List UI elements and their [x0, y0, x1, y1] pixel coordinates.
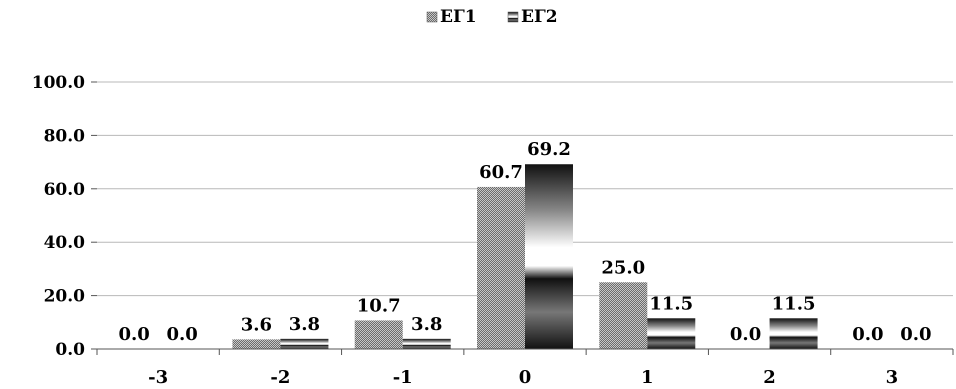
y-tick-label: 80.0 — [44, 126, 86, 146]
bars — [232, 164, 818, 349]
y-tick-label: 60.0 — [44, 180, 86, 200]
data-label-series-2: 11.5 — [649, 293, 693, 314]
data-label-series-2: 3.8 — [411, 314, 442, 335]
bar-series-2--1 — [402, 338, 451, 349]
data-label-series-1: 0.0 — [118, 324, 149, 345]
x-category-label: 3 — [886, 367, 899, 388]
x-category-label: -1 — [393, 367, 413, 388]
data-label-series-2: 11.5 — [772, 293, 816, 314]
bar-series-1--2 — [232, 339, 281, 349]
x-category-label: -2 — [270, 367, 290, 388]
data-label-series-1: 0.0 — [852, 324, 883, 345]
data-label-series-1: 3.6 — [241, 314, 272, 335]
data-label-series-1: 10.7 — [357, 295, 401, 316]
y-tick-label: 40.0 — [44, 233, 86, 253]
bar-series-1-1 — [599, 282, 648, 349]
y-tick-label: 0.0 — [55, 340, 85, 360]
x-category-label: 2 — [763, 367, 776, 388]
bar-series-2-2 — [769, 318, 818, 349]
data-label-series-2: 69.2 — [527, 139, 571, 160]
data-labels: 0.0 0.0 3.6 3.810.73.860.769.225.011.50.011… — [118, 139, 931, 345]
legend-swatch-series-1 — [426, 11, 438, 23]
legend-swatch-series-2 — [507, 11, 519, 23]
y-axis-ticks: 0.0 20.0 40.0 60.0 80.0 100.0 — [32, 73, 97, 360]
bar-series-2-1 — [647, 318, 696, 349]
x-category-label: -3 — [148, 367, 168, 388]
legend-label-series-2: ЕГ2 — [521, 7, 558, 27]
data-label-series-2: 0.0 — [166, 324, 197, 345]
y-tick-label: 100.0 — [32, 73, 85, 93]
x-category-label: 0 — [519, 367, 532, 388]
bar-series-2-0 — [525, 164, 573, 349]
data-label-series-2: 0.0 — [900, 324, 931, 345]
x-axis — [96, 348, 954, 355]
legend-label-series-1: ЕГ1 — [440, 7, 477, 27]
category-labels: -3 -2 -1 0 1 2 3 — [148, 367, 898, 388]
data-label-series-1: 60.7 — [479, 162, 523, 183]
x-category-label: 1 — [641, 367, 654, 388]
y-tick-label: 20.0 — [44, 287, 86, 307]
bar-series-1--1 — [354, 320, 403, 349]
data-label-series-1: 25.0 — [601, 257, 645, 278]
bar-series-1-0 — [477, 186, 525, 349]
data-label-series-2: 3.8 — [289, 314, 320, 335]
data-label-series-1: 0.0 — [730, 324, 761, 345]
bar-series-2--2 — [280, 338, 329, 349]
legend: ЕГ1 ЕГ2 — [426, 7, 558, 27]
